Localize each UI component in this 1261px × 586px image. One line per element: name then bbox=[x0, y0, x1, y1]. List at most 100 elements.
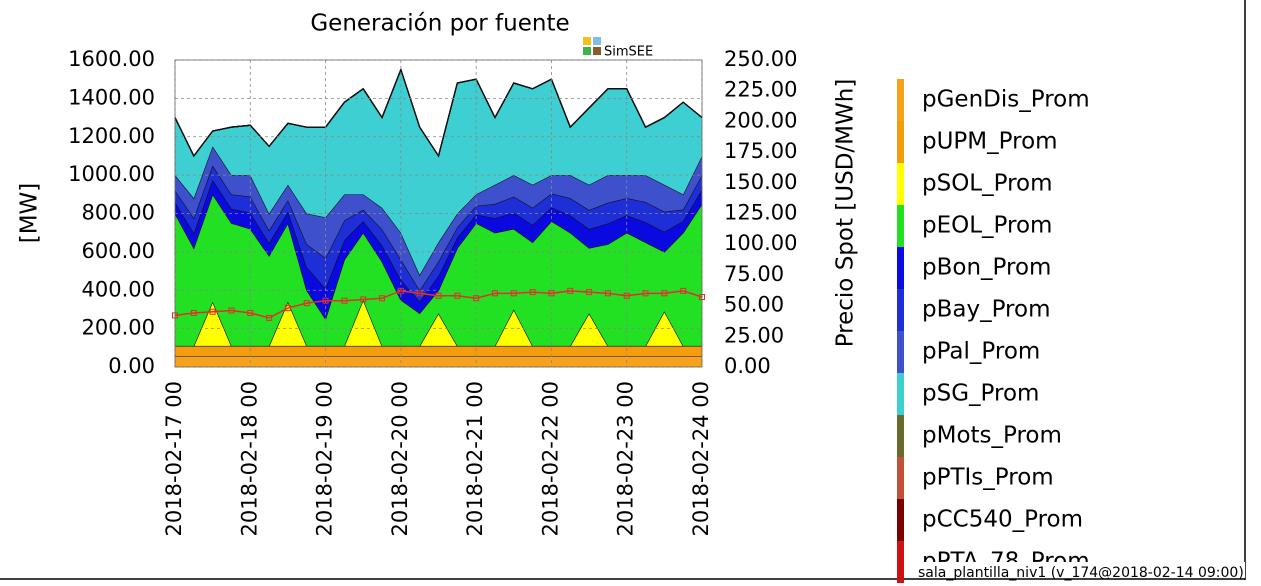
y-tick-label: 0.00 bbox=[108, 354, 155, 378]
price-marker bbox=[642, 290, 649, 297]
price-marker bbox=[680, 287, 687, 294]
price-marker bbox=[473, 295, 480, 302]
y-tick-label: 200.00 bbox=[82, 316, 155, 340]
legend-label: pMots_Prom bbox=[922, 423, 1062, 449]
footer-box bbox=[912, 562, 1245, 578]
y2-tick-label: 100.00 bbox=[724, 231, 797, 255]
area-edge bbox=[174, 67, 703, 158]
y2-tick-label: 225.00 bbox=[724, 78, 797, 102]
y-tick-label: 1600.00 bbox=[68, 47, 155, 71]
area bbox=[175, 179, 702, 320]
y2-tick-label: 0.00 bbox=[724, 354, 771, 378]
legend-swatch bbox=[897, 289, 904, 331]
price-marker bbox=[604, 290, 611, 297]
price-marker bbox=[303, 300, 310, 307]
legend-swatch bbox=[897, 79, 904, 121]
x-tick-label: 2018-02-23 00 bbox=[614, 381, 638, 536]
area bbox=[175, 345, 702, 357]
y-tick-label: 600.00 bbox=[82, 239, 155, 263]
y-axis-label: [MW] bbox=[17, 183, 43, 244]
price-marker bbox=[454, 292, 461, 299]
x-tick-label: 2018-02-22 00 bbox=[538, 381, 562, 536]
legend-label: pSG_Prom bbox=[922, 381, 1039, 407]
legend-label: pEOL_Prom bbox=[922, 213, 1052, 239]
y2-tick-label: 75.00 bbox=[724, 262, 784, 286]
area bbox=[175, 356, 702, 367]
chart-title: Generación por fuente bbox=[310, 11, 569, 37]
logo-square bbox=[583, 47, 591, 55]
price-marker bbox=[510, 290, 517, 297]
legend-label: pGenDis_Prom bbox=[922, 87, 1090, 113]
y2-tick-label: 250.00 bbox=[724, 47, 797, 71]
legend-swatch bbox=[897, 499, 904, 541]
x-tick-label: 2018-02-20 00 bbox=[388, 381, 412, 536]
x-tick-label: 2018-02-18 00 bbox=[237, 381, 261, 536]
legend-label: pBay_Prom bbox=[922, 297, 1050, 323]
x-tick-label: 2018-02-17 00 bbox=[162, 381, 186, 536]
area bbox=[175, 165, 702, 302]
price-marker bbox=[491, 290, 498, 297]
price-marker bbox=[397, 287, 404, 294]
price-marker bbox=[623, 292, 630, 299]
price-marker bbox=[567, 287, 574, 294]
y2-axis-label: Precio Spot [USD/MWh] bbox=[833, 79, 859, 348]
area bbox=[175, 194, 702, 346]
price-marker bbox=[266, 314, 273, 321]
price-marker bbox=[435, 292, 442, 299]
price-marker bbox=[586, 289, 593, 296]
x-tick-label: 2018-02-19 00 bbox=[313, 381, 337, 536]
watermark: SimSEE bbox=[604, 45, 653, 60]
price-marker bbox=[661, 290, 668, 297]
legend-label: pUPM_Prom bbox=[922, 129, 1058, 155]
area bbox=[175, 146, 702, 291]
legend-swatch bbox=[897, 541, 904, 583]
price-marker bbox=[529, 289, 536, 296]
price-marker bbox=[322, 297, 329, 304]
legend-swatch bbox=[897, 163, 904, 205]
legend-label: pSOL_Prom bbox=[922, 171, 1053, 197]
legend-swatch bbox=[897, 205, 904, 247]
price-marker bbox=[416, 290, 423, 297]
logo-square bbox=[583, 37, 591, 45]
logo-square bbox=[593, 37, 601, 45]
footer: sala_plantilla_niv1 (v_174@2018-02-14 09… bbox=[918, 565, 1244, 581]
y-tick-label: 1000.00 bbox=[68, 162, 155, 186]
legend-swatch bbox=[897, 373, 904, 415]
x-tick-label: 2018-02-21 00 bbox=[463, 381, 487, 536]
y2-tick-label: 50.00 bbox=[724, 293, 784, 317]
logo: SimSEE bbox=[583, 37, 653, 60]
area bbox=[175, 69, 702, 275]
price-marker bbox=[341, 297, 348, 304]
legend-label: pCC540_Prom bbox=[922, 507, 1083, 533]
y2-tick-label: 175.00 bbox=[724, 139, 797, 163]
legend-label: pPal_Prom bbox=[922, 339, 1040, 365]
price-marker bbox=[284, 305, 291, 312]
price-marker bbox=[247, 309, 254, 316]
y-tick-label: 800.00 bbox=[82, 201, 155, 225]
price-marker bbox=[379, 295, 386, 302]
y-tick-label: 400.00 bbox=[82, 277, 155, 301]
price-marker bbox=[190, 309, 197, 316]
logo-square bbox=[593, 47, 601, 55]
price-marker bbox=[209, 308, 216, 315]
legend-label: pPTIs_Prom bbox=[922, 465, 1054, 491]
legend-swatch bbox=[897, 457, 904, 499]
legend-swatch bbox=[897, 415, 904, 457]
legend-swatch bbox=[897, 247, 904, 289]
price-marker bbox=[228, 307, 235, 314]
price-marker bbox=[548, 290, 555, 297]
y2-tick-label: 125.00 bbox=[724, 201, 797, 225]
legend-swatch bbox=[897, 331, 904, 373]
area bbox=[175, 299, 702, 346]
y2-tick-label: 25.00 bbox=[724, 323, 784, 347]
y-tick-label: 1400.00 bbox=[68, 85, 155, 109]
price-marker bbox=[360, 296, 367, 303]
price-line bbox=[174, 290, 703, 319]
y2-tick-label: 150.00 bbox=[724, 170, 797, 194]
y2-tick-label: 200.00 bbox=[724, 108, 797, 132]
plot-frame bbox=[174, 59, 703, 368]
x-tick-label: 2018-02-24 00 bbox=[689, 381, 713, 536]
y-tick-label: 1200.00 bbox=[68, 124, 155, 148]
legend-swatch bbox=[897, 121, 904, 163]
